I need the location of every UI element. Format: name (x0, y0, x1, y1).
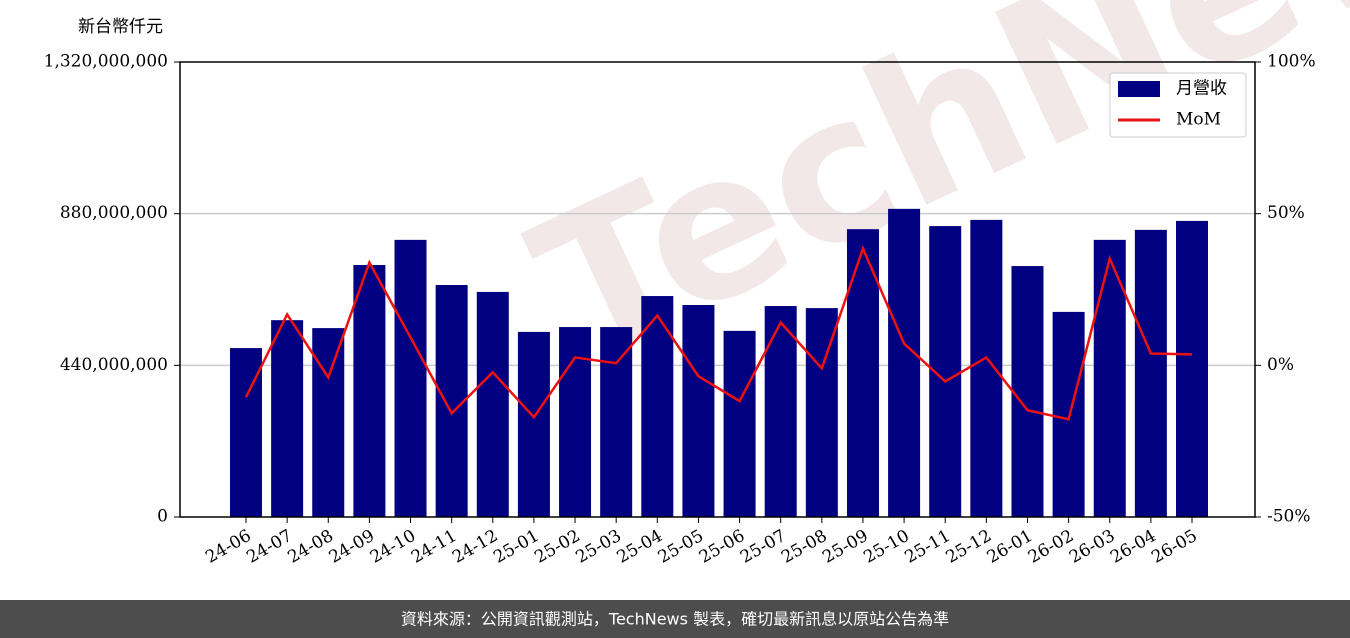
y-axis-label: 新台幣仟元 (78, 17, 163, 37)
y2-tick-label: -50% (1267, 507, 1311, 527)
bar (517, 331, 550, 517)
x-tick-label: 25-10 (860, 526, 912, 568)
bar (1011, 266, 1044, 517)
x-tick-label: 25-02 (531, 526, 583, 568)
x-tick-label: 26-04 (1107, 526, 1159, 568)
bar (312, 328, 345, 517)
bar (271, 320, 304, 517)
x-tick-label: 25-07 (737, 526, 789, 568)
bar (600, 327, 633, 517)
plot-frame (179, 61, 1256, 518)
x-tick-label: 25-05 (655, 526, 707, 568)
x-tick-label: 24-08 (285, 526, 337, 568)
bar (1176, 220, 1208, 517)
legend-label: MoM (1176, 110, 1221, 130)
bar (723, 330, 756, 517)
x-tick-label: 26-05 (1148, 526, 1200, 568)
bar (559, 327, 592, 517)
bar (805, 308, 838, 517)
x-tick-label: 25-12 (943, 526, 995, 568)
footer: 資料來源：公開資訊觀測站，TechNews 製表，確切最新訊息以原站公告為準 (401, 610, 949, 629)
x-tick-label: 25-06 (696, 526, 748, 568)
y2-tick-label: 100% (1267, 52, 1316, 72)
bar (682, 305, 715, 517)
legend-label: 月營收 (1176, 79, 1227, 99)
bar (476, 291, 509, 517)
line (244, 245, 1193, 421)
x-tick-label: 26-02 (1025, 526, 1077, 568)
y-tick-label: 0 (157, 507, 168, 527)
x-tick-label: 24-06 (202, 526, 254, 568)
x-tick-label: 24-10 (367, 526, 419, 568)
x-tick-label: 25-04 (614, 526, 666, 568)
bar (888, 208, 921, 517)
x-tick-label: 25-09 (819, 526, 871, 568)
bar (353, 265, 386, 517)
x-tick-label: 26-03 (1066, 526, 1118, 568)
bar (394, 239, 427, 517)
x-tick-label: 24-12 (449, 526, 501, 568)
y2-tick-label: 0% (1267, 355, 1294, 375)
y-tick-label: 440,000,000 (60, 355, 168, 375)
bar (970, 219, 1003, 517)
x-tick-label: 24-07 (243, 526, 295, 568)
x-tick-label: 25-11 (902, 526, 954, 568)
x-tick-label: 25-01 (490, 526, 542, 568)
footer-bar (0, 600, 1350, 638)
x-tick-label: 25-03 (572, 526, 624, 568)
bar (1134, 229, 1167, 517)
legend-swatch (1118, 81, 1160, 97)
y2-tick-label: 50% (1267, 203, 1305, 223)
x-tick-label: 26-01 (984, 526, 1036, 568)
x-tick-label: 24-09 (326, 526, 378, 568)
x-tick-label: 24-11 (408, 526, 460, 568)
bar (764, 306, 797, 517)
x-tick-label: 25-08 (778, 526, 830, 568)
y-tick-label: 1,320,000,000 (44, 52, 168, 72)
y-tick-label: 880,000,000 (60, 203, 168, 223)
